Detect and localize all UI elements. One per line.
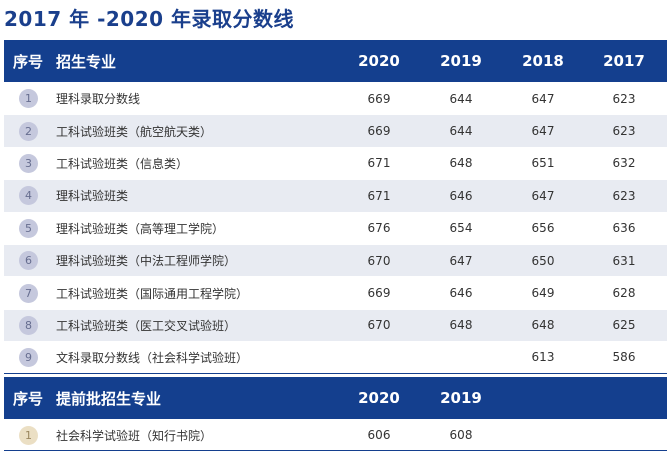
score-2018: 656 [531, 221, 555, 236]
index-badge: 3 [19, 153, 38, 173]
major-name: 理科试验班类 [56, 189, 129, 204]
score-2017: 623 [612, 188, 636, 203]
row-index-cell: 2 [13, 115, 38, 146]
score-2020: 670 [367, 253, 391, 268]
score-2018: 647 [531, 188, 555, 203]
score-2019: 608 [449, 428, 473, 443]
major-name: 理科试验班类（中法工程师学院） [56, 254, 237, 269]
row-index-cell: 9 [13, 342, 38, 372]
score-2019: 644 [449, 91, 473, 106]
score-2017: 586 [612, 350, 636, 365]
score-2019: 646 [449, 188, 473, 203]
header-2019: 2019 [440, 52, 482, 70]
table-row: 1 社会科学试验班（知行书院） 606 608 [4, 419, 667, 452]
table-row: 2 工科试验班类（航空航天类） 669 644 647 623 [4, 114, 667, 147]
score-2017: 623 [612, 91, 636, 106]
major-name: 工科试验班类（信息类） [56, 156, 189, 171]
major-name: 文科录取分数线（社会科学试验班） [56, 350, 249, 365]
score-2017: 625 [612, 318, 636, 333]
table-row: 7 工科试验班类（国际通用工程学院） 669 646 649 628 [4, 276, 667, 309]
score-2017: 631 [612, 253, 636, 268]
score-2019 [416, 342, 506, 372]
index-badge: 4 [19, 186, 38, 206]
table-header: 序号 提前批招生专业 2020 2019 [4, 377, 667, 419]
header-major: 招生专业 [56, 52, 117, 71]
index-badge: 1 [19, 425, 38, 445]
row-index-cell: 3 [13, 148, 38, 179]
score-2018: 648 [531, 318, 555, 333]
score-2020: 671 [367, 156, 391, 171]
score-2020: 669 [367, 91, 391, 106]
table-row: 4 理科试验班类 671 646 647 623 [4, 179, 667, 212]
score-2018: 650 [531, 253, 555, 268]
score-2019: 644 [449, 124, 473, 139]
header-2020: 2020 [358, 52, 400, 70]
score-2018: 649 [531, 286, 555, 301]
score-2019: 646 [449, 286, 473, 301]
score-2020: 670 [367, 318, 391, 333]
score-2020: 606 [367, 428, 391, 443]
page-title: 2017 年 -2020 年录取分数线 [4, 7, 295, 31]
score-2017: 636 [612, 221, 636, 236]
row-index-cell: 1 [13, 420, 38, 450]
table-header: 序号 招生专业 2020 2019 2018 2017 [4, 40, 667, 82]
major-name: 工科试验班类（医工交叉试验班） [56, 318, 237, 333]
table-row: 8 工科试验班类（医工交叉试验班） 670 648 648 625 [4, 308, 667, 342]
row-index-cell: 6 [13, 245, 38, 276]
header-major: 提前批招生专业 [56, 389, 162, 408]
header-2019: 2019 [440, 389, 482, 407]
score-2018: 651 [531, 156, 555, 171]
row-index-cell: 4 [13, 180, 38, 211]
score-2017: 628 [612, 286, 636, 301]
score-2019: 648 [449, 156, 473, 171]
row-index-cell: 8 [13, 310, 38, 341]
score-2017: 632 [612, 156, 636, 171]
row-index-cell: 5 [13, 213, 38, 244]
score-2017: 623 [612, 124, 636, 139]
header-2018: 2018 [522, 52, 564, 70]
index-badge: 5 [19, 218, 38, 238]
table-row: 9 文科录取分数线（社会科学试验班） 613 586 [4, 341, 667, 374]
score-2020: 669 [367, 124, 391, 139]
header-index: 序号 [13, 52, 44, 71]
index-badge: 9 [19, 347, 38, 367]
index-badge: 1 [19, 89, 38, 109]
major-name: 工科试验班类（航空航天类） [56, 124, 213, 139]
table-row: 5 理科试验班类（高等理工学院） 676 654 656 636 [4, 211, 667, 244]
index-badge: 7 [19, 283, 38, 303]
table-row: 6 理科试验班类（中法工程师学院） 670 647 650 631 [4, 243, 667, 277]
admission-score-table: 序号 招生专业 2020 2019 2018 2017 1 理科录取分数线 669 6… [4, 40, 667, 374]
header-index: 序号 [13, 389, 44, 408]
score-2020: 676 [367, 221, 391, 236]
index-badge: 6 [19, 251, 38, 271]
score-2019: 647 [449, 253, 473, 268]
header-2020: 2020 [358, 389, 400, 407]
score-2019: 654 [449, 221, 473, 236]
score-2019: 648 [449, 318, 473, 333]
major-name: 社会科学试验班（知行书院） [56, 428, 213, 443]
index-badge: 8 [19, 315, 38, 335]
header-2017: 2017 [603, 52, 645, 70]
row-index-cell: 1 [13, 83, 38, 114]
score-2020: 671 [367, 188, 391, 203]
score-2020 [334, 342, 424, 372]
score-2018: 647 [531, 91, 555, 106]
row-index-cell: 7 [13, 277, 38, 308]
major-name: 理科试验班类（高等理工学院） [56, 221, 225, 236]
table-row: 1 理科录取分数线 669 644 647 623 [4, 82, 667, 115]
index-badge: 2 [19, 121, 38, 141]
table-row: 3 工科试验班类（信息类） 671 648 651 632 [4, 146, 667, 180]
major-name: 工科试验班类（国际通用工程学院） [56, 286, 249, 301]
early-admission-table: 序号 提前批招生专业 2020 2019 1 社会科学试验班（知行书院） 606 60… [4, 377, 667, 452]
score-2018: 613 [531, 350, 555, 365]
score-2018: 647 [531, 124, 555, 139]
major-name: 理科录取分数线 [56, 92, 141, 107]
score-2020: 669 [367, 286, 391, 301]
